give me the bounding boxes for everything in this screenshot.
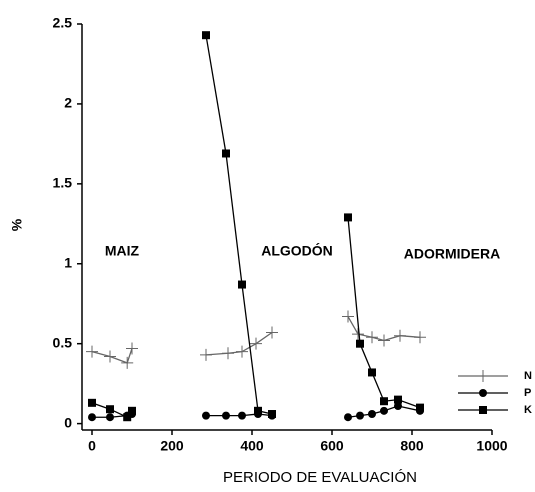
marker bbox=[368, 368, 376, 377]
y-tick-label: 1 bbox=[64, 254, 72, 270]
marker bbox=[352, 328, 364, 341]
legend-label: K bbox=[524, 404, 532, 416]
marker bbox=[479, 389, 487, 397]
marker bbox=[380, 397, 388, 406]
marker bbox=[394, 329, 406, 342]
marker bbox=[88, 413, 96, 422]
marker bbox=[202, 31, 210, 40]
annotation: MAIZ bbox=[105, 243, 140, 259]
marker bbox=[356, 411, 364, 420]
y-tick-label: 2.5 bbox=[53, 15, 73, 31]
x-tick-label: 1000 bbox=[476, 438, 507, 454]
marker bbox=[378, 334, 390, 347]
marker bbox=[106, 413, 114, 422]
marker bbox=[86, 345, 98, 358]
y-tick-label: 1.5 bbox=[53, 175, 73, 191]
marker bbox=[202, 411, 210, 420]
marker bbox=[477, 370, 489, 382]
y-tick-label: 2 bbox=[64, 95, 72, 111]
marker bbox=[238, 280, 246, 289]
marker bbox=[123, 413, 132, 422]
y-tick-label: 0.5 bbox=[53, 334, 73, 350]
marker bbox=[368, 410, 376, 419]
marker bbox=[366, 331, 378, 344]
marker bbox=[121, 356, 134, 369]
marker bbox=[268, 410, 276, 419]
legend-label: P bbox=[524, 387, 531, 399]
marker bbox=[250, 337, 262, 350]
marker bbox=[200, 348, 212, 361]
x-axis-label: PERIODO DE EVALUACIÓN bbox=[223, 469, 417, 486]
annotation: ADORMIDERA bbox=[404, 246, 500, 262]
x-tick-label: 600 bbox=[320, 438, 344, 454]
marker bbox=[128, 406, 136, 415]
x-tick-label: 800 bbox=[400, 438, 424, 454]
marker bbox=[236, 345, 248, 358]
marker bbox=[416, 403, 424, 412]
marker bbox=[394, 395, 402, 404]
marker bbox=[344, 413, 352, 422]
x-tick-label: 400 bbox=[240, 438, 264, 454]
marker bbox=[342, 310, 354, 323]
y-tick-label: 0 bbox=[64, 414, 72, 430]
marker bbox=[394, 402, 402, 411]
annotation: ALGODÓN bbox=[261, 242, 333, 259]
marker bbox=[238, 411, 246, 420]
marker bbox=[222, 149, 230, 158]
marker bbox=[104, 350, 116, 363]
marker bbox=[479, 406, 487, 414]
x-tick-label: 200 bbox=[160, 438, 184, 454]
marker bbox=[344, 213, 352, 222]
marker bbox=[222, 347, 234, 360]
marker bbox=[106, 405, 114, 414]
marker bbox=[254, 406, 262, 415]
marker bbox=[414, 331, 426, 344]
legend-label: N bbox=[524, 370, 532, 382]
marker bbox=[356, 339, 364, 348]
series-line bbox=[91, 35, 421, 419]
y-axis-label: % bbox=[9, 218, 25, 231]
marker bbox=[88, 398, 96, 407]
marker bbox=[126, 342, 138, 355]
marker bbox=[222, 411, 230, 420]
marker bbox=[380, 406, 388, 415]
x-tick-label: 0 bbox=[88, 438, 96, 454]
marker bbox=[266, 326, 278, 339]
